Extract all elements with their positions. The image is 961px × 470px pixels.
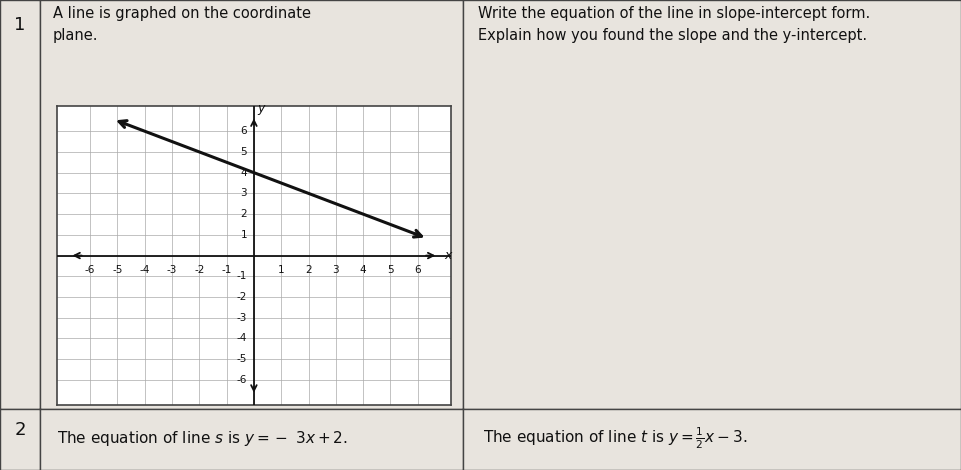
Text: The equation of line $t$ is $y = \frac{1}{2}x - 3$.: The equation of line $t$ is $y = \frac{1… bbox=[483, 425, 748, 451]
Text: 2: 2 bbox=[14, 421, 26, 439]
Text: 1: 1 bbox=[14, 16, 26, 34]
Text: A line is graphed on the coordinate
plane.: A line is graphed on the coordinate plan… bbox=[53, 6, 311, 43]
Text: Write the equation of the line in slope-intercept form.
Explain how you found th: Write the equation of the line in slope-… bbox=[479, 6, 871, 43]
Text: The equation of line $s$ is $y = -\ 3x + 2$.: The equation of line $s$ is $y = -\ 3x +… bbox=[58, 429, 348, 448]
